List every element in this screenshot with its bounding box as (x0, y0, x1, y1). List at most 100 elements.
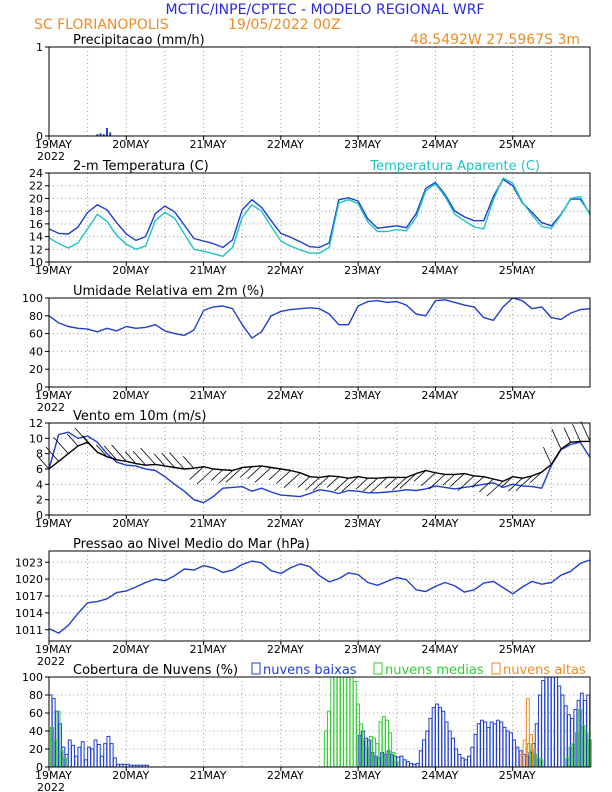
legend-apparent-temperature: Temperatura Aparente (C) (369, 159, 540, 174)
x-tick-label: 19MAY (35, 769, 72, 782)
cloud-bar-blue (470, 746, 475, 768)
x-tick-label: 23MAY (344, 643, 381, 656)
wind-arrow (239, 466, 253, 478)
x-tick-label: 19MAY (35, 517, 72, 530)
y-tick-label: 8 (36, 448, 43, 461)
cloud-bar-blue (103, 743, 108, 768)
cloud-bar-blue (547, 676, 552, 768)
x-year-label: 2022 (37, 655, 65, 668)
cloud-bar-green (352, 681, 357, 768)
precip-title: Precipitacao (mm/h) (73, 33, 205, 48)
y-tick-label: 16 (29, 218, 43, 231)
humidity-series-0 (48, 297, 591, 339)
cloud-bar-blue (557, 685, 562, 768)
x-tick-label: 25MAY (499, 264, 536, 277)
precip-bar (96, 134, 99, 136)
precip-panel: 0 1 Precipitacao (mm/h) 19MAY 20MAY 21MAY 22MA… (35, 33, 591, 163)
cloud-bar-blue (550, 676, 555, 768)
cloud-bar-blue (418, 750, 423, 768)
x-tick-label: 22MAY (267, 264, 304, 277)
wind-arrow (247, 465, 262, 480)
wind-arrow (399, 473, 417, 489)
legend-swatch-blue (251, 662, 261, 675)
y-tick-label: 1020 (15, 573, 43, 586)
cloud-bar-blue (505, 730, 510, 768)
x-tick-label: 23MAY (344, 389, 381, 402)
cloud-bar-blue (100, 755, 104, 768)
location-label: SC FLORIANOPOLIS (34, 17, 169, 33)
wind-arrow (508, 477, 523, 492)
wind-arrow (140, 447, 156, 465)
x-year-label: 2022 (37, 781, 65, 792)
cloud-bar-blue (434, 703, 439, 768)
y-tick-label: 6 (36, 463, 43, 476)
wind-arrow (38, 456, 50, 470)
x-tick-label: 22MAY (267, 769, 304, 782)
x-tick-label: 25MAY (499, 138, 536, 151)
wind-arrow (196, 468, 214, 485)
y-tick-label: 80 (29, 689, 43, 702)
cloud-bar-blue (460, 757, 465, 768)
x-tick-label: 23MAY (344, 264, 381, 277)
precip-bar (105, 127, 108, 136)
wind-arrow (486, 480, 504, 497)
pressure-frame (48, 550, 591, 642)
wind-arrow (67, 433, 79, 447)
x-tick-label: 22MAY (267, 389, 304, 402)
cloud-bar-green (339, 676, 344, 768)
y-tick-label: 1023 (15, 556, 43, 569)
cloud-bar-blue (451, 737, 455, 768)
x-tick-label: 21MAY (190, 517, 227, 530)
precip-bar (109, 132, 112, 136)
cloud-bar-blue (87, 746, 92, 768)
cloud-bar-blue (109, 743, 114, 768)
cloud-bar-green (349, 676, 354, 768)
legend-orange: nuvens altas (503, 663, 586, 678)
wind-arrow (218, 470, 233, 484)
run-label: 19/05/2022 00Z (228, 17, 341, 33)
wind-arrow (45, 446, 59, 462)
cloud-bar-blue (112, 757, 117, 768)
wind-arrow (392, 477, 407, 491)
y-tick-label: 10 (29, 256, 43, 269)
cloud-bar-blue (560, 694, 565, 768)
cloud-bar-blue (502, 726, 507, 768)
wind-arrow (563, 427, 572, 443)
cloud-bar-blue (476, 723, 481, 768)
cloud-bar-blue (67, 739, 72, 768)
cloud-bar-blue (409, 762, 414, 768)
wind-arrow (479, 478, 494, 493)
wind-arrow (457, 475, 475, 492)
wind-arrow (543, 446, 552, 465)
wind-arrow (326, 476, 340, 488)
cloud-bar-blue (480, 719, 484, 768)
wind-arrow (132, 450, 146, 466)
x-tick-label: 19MAY (35, 643, 72, 656)
x-tick-label: 21MAY (190, 138, 227, 151)
cloud-bar-blue (405, 761, 410, 768)
y-tick-label: 12 (29, 417, 43, 430)
cloud-bar-blue (93, 739, 98, 768)
temperature-series-1 (48, 177, 591, 257)
wind-frame (48, 422, 591, 516)
cloud-bar-blue (496, 719, 501, 768)
cloud-bar-blue (428, 717, 433, 768)
wind-arrow (153, 453, 166, 467)
x-tick-label: 25MAY (499, 769, 536, 782)
y-tick-label: 100 (22, 671, 43, 684)
wind-arrow (572, 423, 581, 442)
cloud-bar-blue (544, 676, 549, 768)
cloud-bar-blue (454, 748, 459, 768)
cloud-bar-blue (512, 739, 517, 768)
y-tick-label: 10 (29, 432, 43, 445)
cloud-bar-blue (422, 739, 426, 768)
cloud-bar-green (336, 676, 341, 768)
x-tick-label: 21MAY (190, 389, 227, 402)
x-tick-label: 20MAY (112, 643, 149, 656)
cloud-bar-orange (525, 698, 530, 768)
clouds-title: Cobertura de Nuvens (%) (73, 663, 238, 678)
wind-series-0 (48, 431, 591, 504)
legend-green: nuvens medias (385, 663, 484, 678)
wind-arrow (182, 456, 195, 469)
x-tick-label: 25MAY (499, 517, 536, 530)
